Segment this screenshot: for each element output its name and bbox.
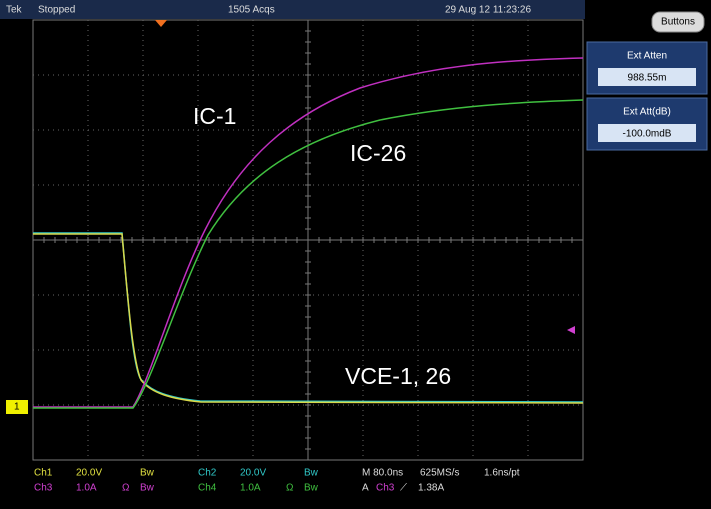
- trigger-level: 1.38A: [418, 483, 444, 494]
- acquisitions: 1505 Acqs: [228, 5, 275, 16]
- side-panel: Ext Atten 988.55m Ext Att(dB) -100.0mdB: [586, 41, 708, 151]
- brand: Tek: [6, 5, 23, 16]
- panel-value-box: [598, 68, 696, 86]
- channel-bw: Bw: [304, 468, 319, 479]
- channel-scale: 1.0A: [240, 483, 261, 494]
- panel-value: -100.0mdB: [623, 129, 672, 140]
- button-label[interactable]: Buttons: [661, 17, 695, 28]
- channel-bw: Bw: [140, 468, 155, 479]
- trigger-mode[interactable]: A: [362, 483, 369, 494]
- channel-coupling: Ω: [286, 483, 294, 494]
- channel-name[interactable]: Ch3: [34, 483, 53, 494]
- channel-readout: Ch1 20.0V Bw Ch2 20.0V Bw Ch3 1.0A Ω Bw …: [34, 468, 319, 494]
- annotation: IC-26: [350, 140, 406, 166]
- panel-label: Ext Atten: [627, 51, 667, 62]
- timestamp: 29 Aug 12 11:23:26: [445, 5, 531, 16]
- trigger-source: Ch3: [376, 483, 395, 494]
- ch1-waveform: [33, 233, 584, 404]
- channel-bw: Bw: [140, 483, 155, 494]
- panel-label: Ext Att(dB): [623, 107, 671, 118]
- channel-coupling: Ω: [122, 483, 130, 494]
- ch3-waveform: [33, 57, 584, 408]
- graticule: [32, 19, 584, 461]
- channel-scale: 20.0V: [76, 468, 102, 479]
- channel-bw: Bw: [304, 483, 319, 494]
- annotation: IC-1: [193, 103, 236, 129]
- status: Stopped: [38, 5, 75, 16]
- timebase-readout: M 80.0ns 625MS/s 1.6ns/pt A Ch3 ⟋ 1.38A: [362, 468, 520, 494]
- channel-scale: 1.0A: [76, 483, 97, 494]
- ground-marker-label: 1: [14, 402, 20, 413]
- buttons-button[interactable]: [651, 11, 705, 33]
- trigger-level-marker: [567, 326, 575, 334]
- header-bar: [0, 0, 585, 19]
- channel-name[interactable]: Ch2: [198, 468, 217, 479]
- panel-value-box: [598, 124, 696, 142]
- panel-value: 988.55m: [628, 73, 667, 84]
- ground-marker: [6, 400, 28, 414]
- channel-name[interactable]: Ch1: [34, 468, 53, 479]
- channel-scale: 20.0V: [240, 468, 266, 479]
- trigger-position-marker: [155, 20, 167, 27]
- annotation: VCE-1, 26: [345, 363, 451, 389]
- trigger-slope: ⟋: [400, 483, 407, 494]
- channel-name[interactable]: Ch4: [198, 483, 217, 494]
- horizontal-scale[interactable]: M 80.0ns: [362, 468, 403, 479]
- resolution: 1.6ns/pt: [484, 468, 520, 479]
- ch4-waveform: [33, 99, 584, 409]
- sample-rate: 625MS/s: [420, 468, 459, 479]
